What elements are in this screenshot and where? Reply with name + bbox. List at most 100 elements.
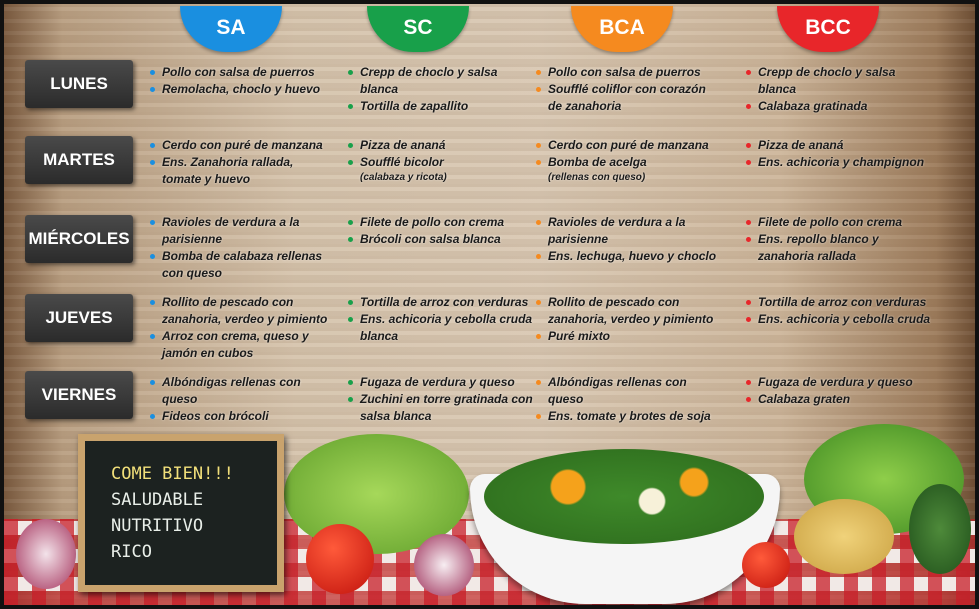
menu-item: Tortilla de zapallito [348, 98, 533, 115]
menu-cell: Pizza de ananá Soufflé bicolor (calabaza y… [348, 137, 533, 185]
bullet-icon [348, 104, 353, 109]
menu-item: Ens. achicoria y champignon [746, 154, 931, 171]
menu-item-text: Albóndigas rellenas con queso [548, 375, 687, 406]
bullet-icon [348, 317, 353, 322]
menu-item: Rollito de pescado con zanahoria, verdeo… [150, 294, 335, 328]
menu-item-text: Ravioles de verdura a la parisienne [162, 215, 300, 246]
column-header-sc: SC [367, 6, 469, 52]
chalkboard-line: COME BIEN!!! [111, 464, 234, 484]
bullet-icon [348, 397, 353, 402]
bullet-icon [536, 143, 541, 148]
bullet-icon [746, 104, 751, 109]
menu-item-text: Puré mixto [548, 329, 611, 343]
menu-item: Filete de pollo con crema [348, 214, 533, 231]
menu-item-text: Brócoli con salsa blanca [360, 232, 501, 246]
bullet-icon [746, 300, 751, 305]
menu-item-text: Filete de pollo con crema [758, 215, 903, 229]
bullet-icon [746, 143, 751, 148]
menu-cell: Rollito de pescado con zanahoria, verdeo… [536, 294, 721, 345]
menu-item: Brócoli con salsa blanca [348, 231, 533, 248]
menu-item: Filete de pollo con crema [746, 214, 931, 231]
menu-item: Remolacha, choclo y huevo [150, 81, 335, 98]
bullet-icon [150, 300, 155, 305]
menu-cell: Fugaza de verdura y queso Calabaza graten [746, 374, 931, 408]
menu-item: Tortilla de arroz con verduras [746, 294, 931, 311]
bullet-icon [746, 397, 751, 402]
menu-item-text: Cerdo con puré de manzana [548, 138, 709, 152]
menu-item: Tortilla de arroz con verduras [348, 294, 533, 311]
menu-item: Ens. achicoria y cebolla cruda [746, 311, 931, 328]
bullet-icon [536, 334, 541, 339]
menu-cell: Crepp de choclo y salsa blanca Calabaza g… [746, 64, 931, 115]
menu-board: SA SC BCA BCC LUNES Pollo con salsa de puerr… [4, 4, 975, 605]
bullet-icon [150, 254, 155, 259]
menu-item-text: Arroz con crema, queso y jamón en cubos [162, 329, 309, 360]
menu-cell: Albóndigas rellenas con queso Ens. tomate… [536, 374, 721, 425]
onion-image [414, 534, 474, 596]
menu-item: Ens. tomate y brotes de soja [536, 408, 721, 425]
bullet-icon [536, 160, 541, 165]
menu-item: Calabaza graten [746, 391, 931, 408]
menu-item: Fideos con brócoli [150, 408, 335, 425]
menu-cell: Pizza de ananá Ens. achicoria y champigno… [746, 137, 931, 171]
bullet-icon [536, 300, 541, 305]
bullet-icon [536, 414, 541, 419]
bullet-icon [746, 220, 751, 225]
bullet-icon [746, 160, 751, 165]
menu-item-text: Soufflé bicolor [360, 155, 444, 169]
menu-item-text: Remolacha, choclo y huevo [162, 82, 321, 96]
bullet-icon [348, 380, 353, 385]
menu-item-text: Crepp de choclo y salsa blanca [758, 65, 896, 96]
bullet-icon [536, 220, 541, 225]
bullet-icon [746, 317, 751, 322]
bullet-icon [348, 160, 353, 165]
menu-item-note: (calabaza y ricota) [360, 172, 447, 183]
menu-cell: Crepp de choclo y salsa blanca Tortilla d… [348, 64, 533, 115]
chalkboard-line: NUTRITIVO [111, 516, 204, 536]
menu-cell: Ravioles de verdura a la parisienne Bomba… [150, 214, 335, 282]
menu-item-text: Rollito de pescado con zanahoria, verdeo… [162, 295, 328, 326]
menu-item: Ravioles de verdura a la parisienne [536, 214, 721, 248]
bullet-icon [746, 380, 751, 385]
menu-item-text: Ravioles de verdura a la parisienne [548, 215, 686, 246]
day-label: JUEVES [25, 294, 133, 342]
menu-item-text: Fugaza de verdura y queso [360, 375, 515, 389]
menu-item-text: Fideos con brócoli [162, 409, 269, 423]
menu-item: Pizza de ananá [746, 137, 931, 154]
menu-item-text: Rollito de pescado con zanahoria, verdeo… [548, 295, 714, 326]
bullet-icon [150, 220, 155, 225]
bullet-icon [348, 237, 353, 242]
menu-item: Crepp de choclo y salsa blanca [348, 64, 533, 98]
menu-cell: Fugaza de verdura y queso Zuchini en torr… [348, 374, 533, 425]
bullet-icon [150, 414, 155, 419]
menu-item: Ens. lechuga, huevo y choclo [536, 248, 721, 265]
menu-item: Ens. achicoria y cebolla cruda blanca [348, 311, 533, 345]
menu-cell: Rollito de pescado con zanahoria, verdeo… [150, 294, 335, 362]
bullet-icon [348, 70, 353, 75]
menu-cell: Ravioles de verdura a la parisienne Ens. … [536, 214, 721, 265]
onion-image [16, 519, 76, 589]
menu-item-text: Tortilla de zapallito [360, 99, 469, 113]
bullet-icon [150, 380, 155, 385]
menu-item: Pollo con salsa de puerros [536, 64, 721, 81]
menu-item-text: Pizza de ananá [360, 138, 446, 152]
bullet-icon [536, 254, 541, 259]
menu-item: Albóndigas rellenas con queso [150, 374, 335, 408]
menu-item-text: Calabaza gratinada [758, 99, 868, 113]
menu-item-text: Pollo con salsa de puerros [162, 65, 315, 79]
bullet-icon [348, 143, 353, 148]
menu-cell: Filete de pollo con crema Ens. repollo bl… [746, 214, 931, 265]
menu-item: Ens. Zanahoria rallada, tomate y huevo [150, 154, 335, 188]
menu-item: Cerdo con puré de manzana [536, 137, 721, 154]
menu-item: Crepp de choclo y salsa blanca [746, 64, 931, 98]
menu-item: Bomba de acelga (rellenas con queso) [536, 154, 721, 185]
tomato-image [742, 542, 790, 588]
menu-item-text: Ens. repollo blanco y zanahoria rallada [758, 232, 879, 263]
menu-item: Albóndigas rellenas con queso [536, 374, 721, 408]
menu-item-text: Bomba de calabaza rellenas con queso [162, 249, 323, 280]
chalkboard: COME BIEN!!! SALUDABLE NUTRITIVO RICO [78, 434, 284, 592]
menu-cell: Cerdo con puré de manzana Bomba de acelga… [536, 137, 721, 185]
menu-item: Fugaza de verdura y queso [746, 374, 931, 391]
menu-item-text: Ens. Zanahoria rallada, tomate y huevo [162, 155, 294, 186]
menu-item: Pizza de ananá [348, 137, 533, 154]
